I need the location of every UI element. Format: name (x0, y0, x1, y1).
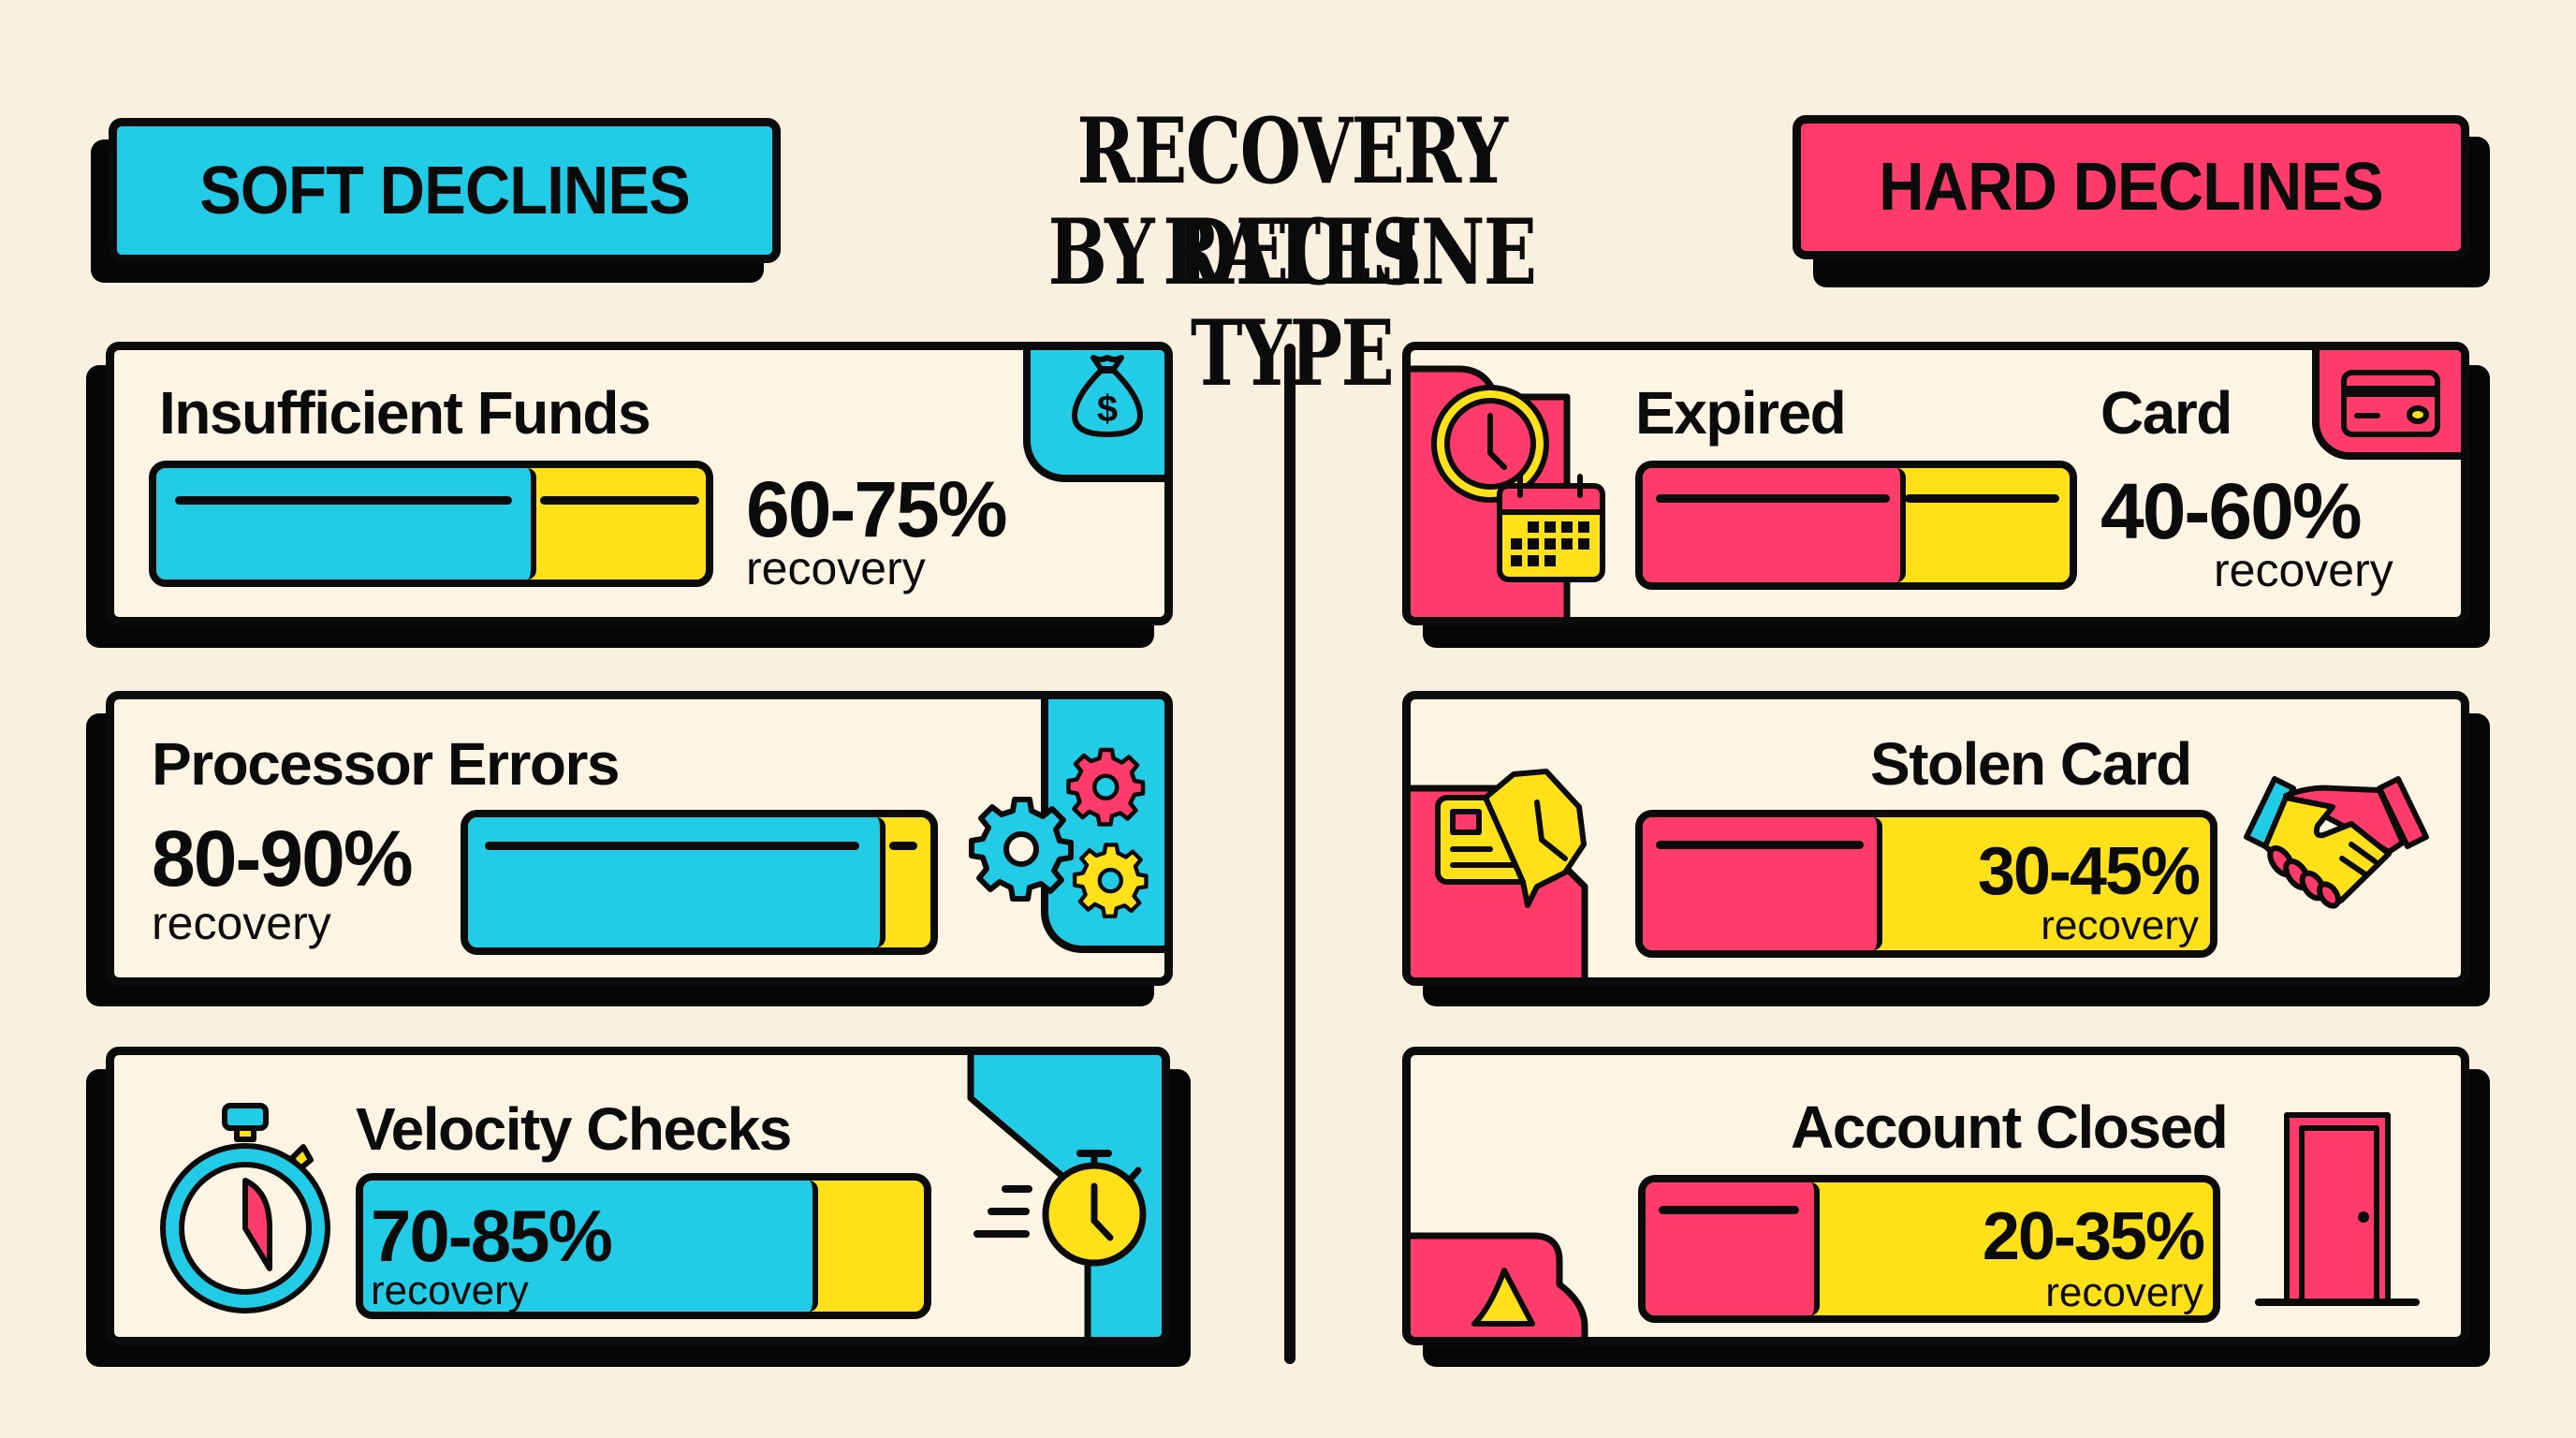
blue-corner-shape (967, 1055, 1162, 1337)
recovery-label: recovery (746, 542, 926, 594)
bar-stripe (175, 496, 512, 505)
bar-stripe (889, 842, 917, 850)
recovery-range: 40-60% (2100, 467, 2363, 555)
bar-stripe (1656, 841, 1864, 849)
card-velocity-checks: Velocity Checks 70-85% recovery (106, 1047, 1170, 1345)
recovery-bar: 70-85% recovery (356, 1173, 931, 1319)
recovery-bar: 20-35% recovery (1638, 1175, 2220, 1323)
bar-stripe (1905, 494, 2059, 503)
recovery-range: 60-75% (746, 465, 1008, 553)
recovery-bar (461, 810, 938, 955)
card-account-closed: Account Closed 20-35% recovery (1402, 1047, 2469, 1345)
recovery-label: recovery (371, 1268, 529, 1313)
recovery-range: 30-45% (1977, 834, 2201, 909)
recovery-range: 80-90% (152, 814, 414, 902)
hard-declines-label: HARD DECLINES (1879, 150, 2383, 225)
card-title: Velocity Checks (356, 1095, 792, 1163)
svg-text:$: $ (1097, 389, 1118, 430)
card-expired-card: Expired Card 40-60% recovery (1402, 342, 2469, 625)
card-insufficient-funds: $ Insufficient Funds 60-75% recovery (106, 342, 1173, 625)
page-title-line-1: RECOVERY RATES (1076, 98, 1508, 305)
door-icon (2255, 1112, 2420, 1306)
gears-icon (969, 747, 1149, 918)
recovery-bar-fill (363, 1181, 818, 1312)
recovery-range: 70-85% (371, 1195, 613, 1277)
recovery-label: recovery (2041, 902, 2199, 948)
card-title-part-2: Card (2100, 379, 2232, 447)
recovery-bar-fill (1643, 468, 1906, 582)
recovery-bar-fill (1646, 1182, 1820, 1315)
warning-cone-icon (1471, 1268, 1535, 1327)
recovery-bar (1635, 461, 2077, 590)
recovery-label: recovery (2045, 1269, 2203, 1315)
soft-declines-label: SOFT DECLINES (199, 153, 691, 228)
bar-stripe (1659, 1206, 1799, 1214)
recovery-bar-fill (1643, 817, 1882, 950)
column-divider (1284, 344, 1295, 1364)
card-title: Account Closed (1791, 1093, 2229, 1161)
soft-declines-header: SOFT DECLINES (109, 118, 781, 263)
clock-calendar-icon (1431, 385, 1605, 582)
card-processor-errors: Processor Errors 80-90% recovery (106, 691, 1173, 986)
recovery-bar: 30-45% recovery (1635, 810, 2217, 958)
credit-card-icon (2341, 370, 2440, 437)
card-title: Processor Errors (152, 730, 620, 798)
handshake-icon (2244, 776, 2429, 909)
recovery-range: 20-35% (1982, 1199, 2205, 1274)
bar-stripe (1656, 494, 1890, 503)
stopwatch-icon (160, 1103, 330, 1313)
card-title: Stolen Card (1870, 730, 2192, 798)
recovery-label: recovery (152, 897, 331, 949)
card-title-part-1: Expired (1635, 379, 1847, 447)
recovery-label: recovery (2214, 544, 2393, 596)
recovery-bar-fill (468, 817, 886, 947)
card-theft-icon (1435, 769, 1587, 908)
card-title: Insufficient Funds (159, 379, 651, 447)
bar-stripe (485, 842, 859, 850)
recovery-bar (149, 461, 713, 587)
fast-stopwatch-icon (973, 1150, 1147, 1267)
money-bag-icon: $ (1072, 355, 1143, 437)
hard-declines-header: HARD DECLINES (1793, 115, 2469, 259)
recovery-bar-fill (156, 468, 536, 580)
bar-stripe (540, 496, 699, 505)
card-stolen-card: Stolen Card 30-45% recovery (1402, 691, 2469, 986)
